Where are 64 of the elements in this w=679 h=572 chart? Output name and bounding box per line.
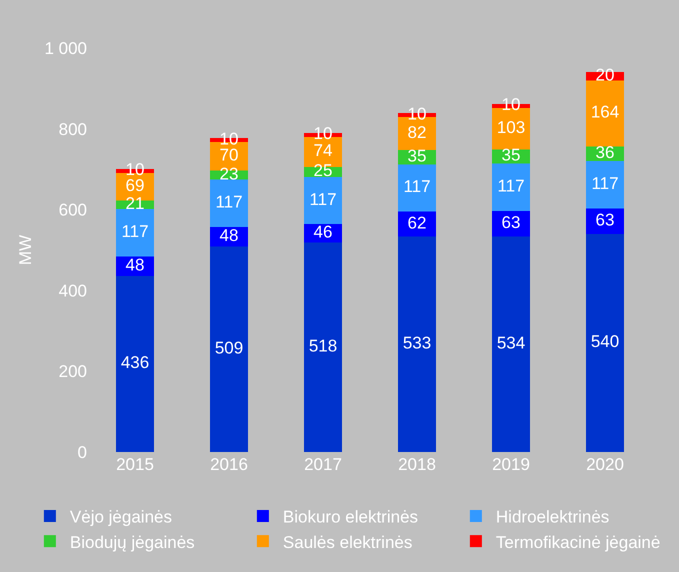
- data-label: 117: [215, 192, 243, 212]
- legend-label: Vėjo jėgainės: [70, 508, 172, 527]
- data-label: 540: [590, 332, 620, 352]
- bar: [304, 242, 342, 452]
- x-tick-label: 2018: [398, 455, 436, 474]
- data-label: 509: [214, 338, 244, 358]
- bar: [492, 236, 530, 452]
- data-label: 10: [502, 95, 520, 114]
- legend-label: Saulės elektrinės: [282, 532, 412, 552]
- y-tick-label: 800: [58, 120, 87, 139]
- data-label: 10: [408, 104, 426, 124]
- y-tick-label: 0: [78, 442, 87, 462]
- data-label: 63: [596, 210, 614, 230]
- data-label: 48: [126, 255, 144, 274]
- data-label: 82: [408, 122, 426, 142]
- y-tick-label: 1 000: [44, 38, 87, 58]
- data-label: 70: [220, 146, 238, 165]
- data-label: 436: [120, 353, 150, 372]
- x-tick-label: 2017: [304, 455, 342, 474]
- data-label: 117: [403, 177, 431, 196]
- data-label: 46: [314, 222, 332, 242]
- y-tick-label: 400: [58, 281, 87, 300]
- data-label: 533: [402, 334, 432, 353]
- bar: [586, 234, 624, 452]
- data-label: 117: [121, 222, 149, 242]
- bar: [210, 246, 248, 452]
- bar: [116, 209, 154, 256]
- bar: [586, 80, 624, 147]
- x-tick-label: 2019: [492, 455, 530, 474]
- legend-label: Hidroelektrinės: [496, 508, 610, 527]
- y-axis-title: MW: [16, 234, 36, 266]
- y-tick-label: 600: [58, 200, 87, 220]
- legend-label: Termofikacinė jėgainė: [496, 532, 660, 552]
- legend-label: Biodujų jėgainės: [70, 532, 195, 552]
- data-label: 36: [596, 143, 614, 162]
- data-label: 62: [408, 213, 426, 232]
- bar: [398, 212, 436, 237]
- data-label: 74: [314, 141, 332, 160]
- data-label: 117: [309, 190, 337, 209]
- x-tick-label: 2020: [586, 455, 624, 474]
- legend-label: Biokuro elektrinės: [282, 508, 418, 527]
- bar: [492, 164, 530, 211]
- bar: [586, 161, 624, 208]
- bar: [304, 176, 342, 224]
- data-label: 35: [408, 146, 426, 166]
- data-label: 48: [220, 226, 238, 245]
- data-label: 534: [496, 333, 526, 352]
- data-label: 164: [590, 102, 620, 122]
- data-label: 10: [314, 124, 332, 144]
- data-label: 25: [314, 161, 332, 180]
- bar: [398, 236, 436, 452]
- bar: [116, 276, 154, 452]
- x-tick-label: 2016: [210, 455, 248, 474]
- bar: [398, 164, 436, 212]
- data-label: 63: [502, 212, 520, 232]
- y-tick-label: 200: [58, 362, 87, 382]
- data-label: 10: [220, 129, 238, 148]
- data-label: 518: [308, 336, 338, 356]
- data-label: 117: [591, 174, 619, 193]
- data-label: 35: [502, 146, 520, 165]
- data-label: 117: [497, 176, 525, 196]
- bar: [210, 180, 248, 227]
- data-label: 103: [496, 118, 526, 137]
- x-tick-label: 2015: [116, 455, 154, 474]
